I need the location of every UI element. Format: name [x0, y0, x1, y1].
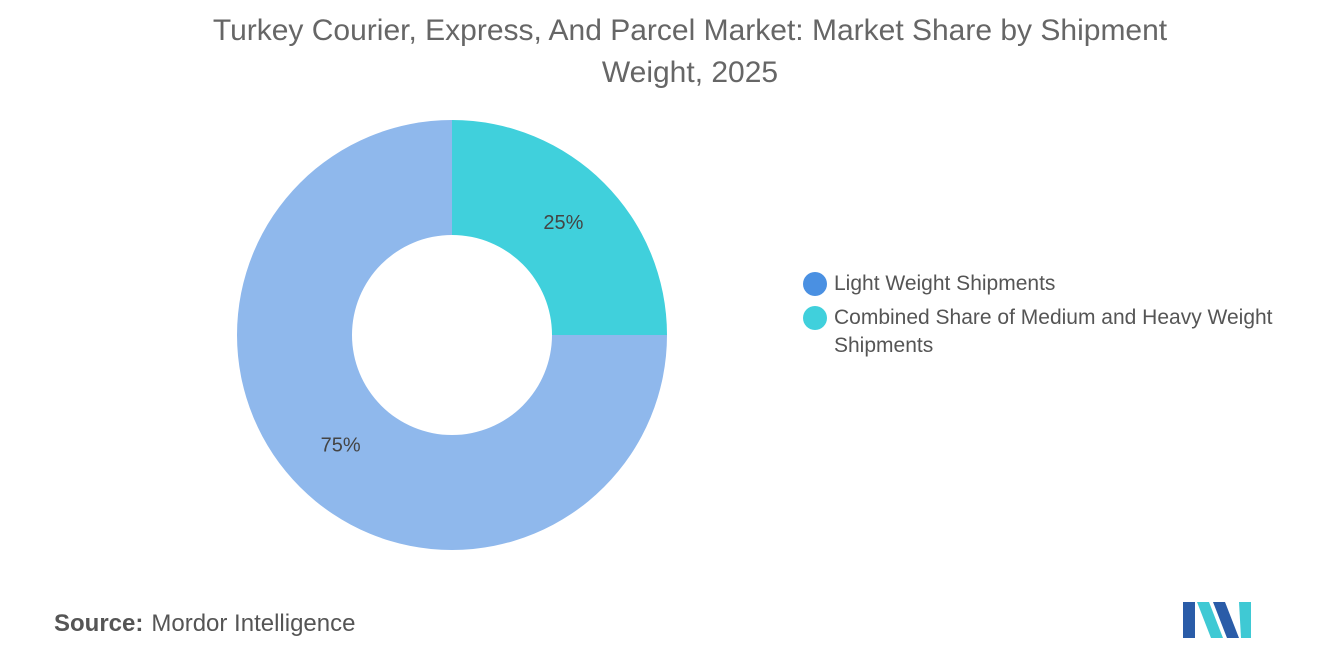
legend-item-medium-heavy[interactable]: Combined Share of Medium and Heavy Weigh…: [803, 304, 1313, 360]
source-note: Source: Mordor Intelligence: [54, 610, 355, 638]
slice-medium-heavy[interactable]: [452, 120, 667, 335]
chart-legend: Light Weight Shipments Combined Share of…: [803, 270, 1313, 366]
source-label: Source:: [54, 610, 144, 637]
chart-title: Turkey Courier, Express, And Parcel Mark…: [212, 14, 1168, 89]
data-label-light-weight: 75%: [321, 435, 361, 457]
legend-label-medium-heavy: Combined Share of Medium and Heavy Weigh…: [834, 306, 1273, 357]
legend-swatch-light-weight: [803, 272, 827, 296]
data-label-medium-heavy: 25%: [543, 212, 583, 234]
source-name: Mordor Intelligence: [151, 610, 356, 637]
mordor-intelligence-logo-icon: [1183, 602, 1251, 638]
legend-swatch-medium-heavy: [803, 306, 827, 330]
legend-item-light-weight[interactable]: Light Weight Shipments: [803, 270, 1313, 298]
slice-light-weight[interactable]: [237, 120, 667, 550]
legend-label-light-weight: Light Weight Shipments: [834, 272, 1056, 295]
